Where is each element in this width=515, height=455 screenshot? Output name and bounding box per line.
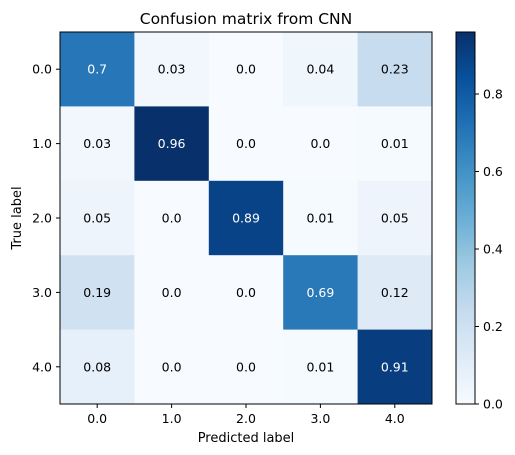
heatmap-cell	[208, 255, 284, 331]
heatmap-cell	[283, 106, 359, 182]
heatmap-cell	[357, 106, 433, 182]
cell-value-label: 0.03	[83, 136, 111, 151]
heatmap-cell	[134, 180, 210, 256]
cell-value-label: 0.19	[83, 285, 111, 300]
heatmap-cell	[357, 255, 433, 331]
heatmap-cell	[60, 32, 135, 107]
colorbar-tick-label: 0.0	[483, 397, 503, 412]
heatmap-cell	[208, 32, 284, 107]
cell-value-label: 0.89	[232, 211, 260, 226]
colorbar-tick-label: 0.8	[483, 87, 503, 102]
x-tick-label: 2.0	[236, 411, 256, 426]
heatmap-cell	[134, 255, 210, 331]
x-axis-label: Predicted label	[198, 431, 295, 446]
cell-value-label: 0.7	[87, 62, 107, 77]
heatmap-cell	[60, 106, 135, 182]
colorbar-ticks: 0.0 0.2 0.4 0.6 0.8	[475, 87, 503, 412]
heatmap-cell	[283, 255, 359, 331]
x-tick-label: 0.0	[87, 411, 107, 426]
heatmap-cell	[283, 180, 359, 256]
cell-value-label: 0.96	[158, 136, 186, 151]
heatmap-cell	[60, 255, 135, 331]
cell-value-label: 0.01	[306, 359, 334, 374]
heatmap-cells	[60, 32, 433, 405]
cell-value-label: 0.91	[381, 359, 409, 374]
heatmap-cell	[357, 32, 433, 107]
cell-value-label: 0.08	[83, 359, 111, 374]
heatmap-cell	[208, 329, 284, 405]
y-axis-ticks: 0.0 1.0 2.0 3.0 4.0	[32, 62, 60, 374]
heatmap-cell	[208, 106, 284, 182]
cell-value-label: 0.0	[310, 136, 330, 151]
cell-value-label: 0.0	[236, 136, 256, 151]
x-axis-ticks: 0.0 1.0 2.0 3.0 4.0	[87, 404, 405, 426]
cell-value-label: 0.23	[381, 62, 409, 77]
y-tick-label: 3.0	[32, 285, 52, 300]
cell-value-label: 0.0	[162, 285, 182, 300]
colorbar-tick-label: 0.2	[483, 319, 503, 334]
cell-value-label: 0.0	[236, 62, 256, 77]
x-tick-label: 1.0	[162, 411, 182, 426]
cell-value-label: 0.05	[83, 211, 111, 226]
heatmap-cell	[134, 329, 210, 405]
cell-value-label: 0.03	[158, 62, 186, 77]
cell-value-label: 0.69	[306, 285, 334, 300]
heatmap-cell	[60, 329, 135, 405]
cell-value-label: 0.04	[306, 62, 334, 77]
colorbar-gradient	[456, 32, 475, 404]
y-tick-label: 0.0	[32, 62, 52, 77]
y-tick-label: 1.0	[32, 136, 52, 151]
chart-title: Confusion matrix from CNN	[140, 10, 353, 28]
heatmap-cell	[357, 180, 433, 256]
colorbar-tick-label: 0.6	[483, 164, 503, 179]
heatmap-cell	[283, 32, 359, 107]
cell-value-label: 0.12	[381, 285, 409, 300]
cell-value-label: 0.0	[236, 359, 256, 374]
y-tick-label: 4.0	[32, 359, 52, 374]
x-tick-label: 3.0	[310, 411, 330, 426]
cell-value-label: 0.0	[162, 211, 182, 226]
x-tick-label: 4.0	[385, 411, 405, 426]
cell-value-label: 0.01	[306, 211, 334, 226]
heatmap-cell	[134, 32, 210, 107]
heatmap-cell	[60, 180, 135, 256]
heatmap-cell	[283, 329, 359, 405]
cell-value-label: 0.0	[162, 359, 182, 374]
heatmap-cell-labels: 0.7 0.03 0.0 0.04 0.23 0.03 0.96 0.0 0.0 0.01 0.05…	[83, 62, 408, 375]
y-axis-label: True label	[10, 186, 25, 250]
y-tick-label: 2.0	[32, 211, 52, 226]
cell-value-label: 0.05	[381, 211, 409, 226]
colorbar-tick-label: 0.4	[483, 242, 503, 257]
heatmap-cell	[208, 180, 284, 256]
colorbar-frame	[455, 31, 476, 405]
cell-value-label: 0.0	[236, 285, 256, 300]
heatmap-cell	[357, 329, 433, 405]
cell-value-label: 0.01	[381, 136, 409, 151]
heatmap-cell	[134, 106, 210, 182]
